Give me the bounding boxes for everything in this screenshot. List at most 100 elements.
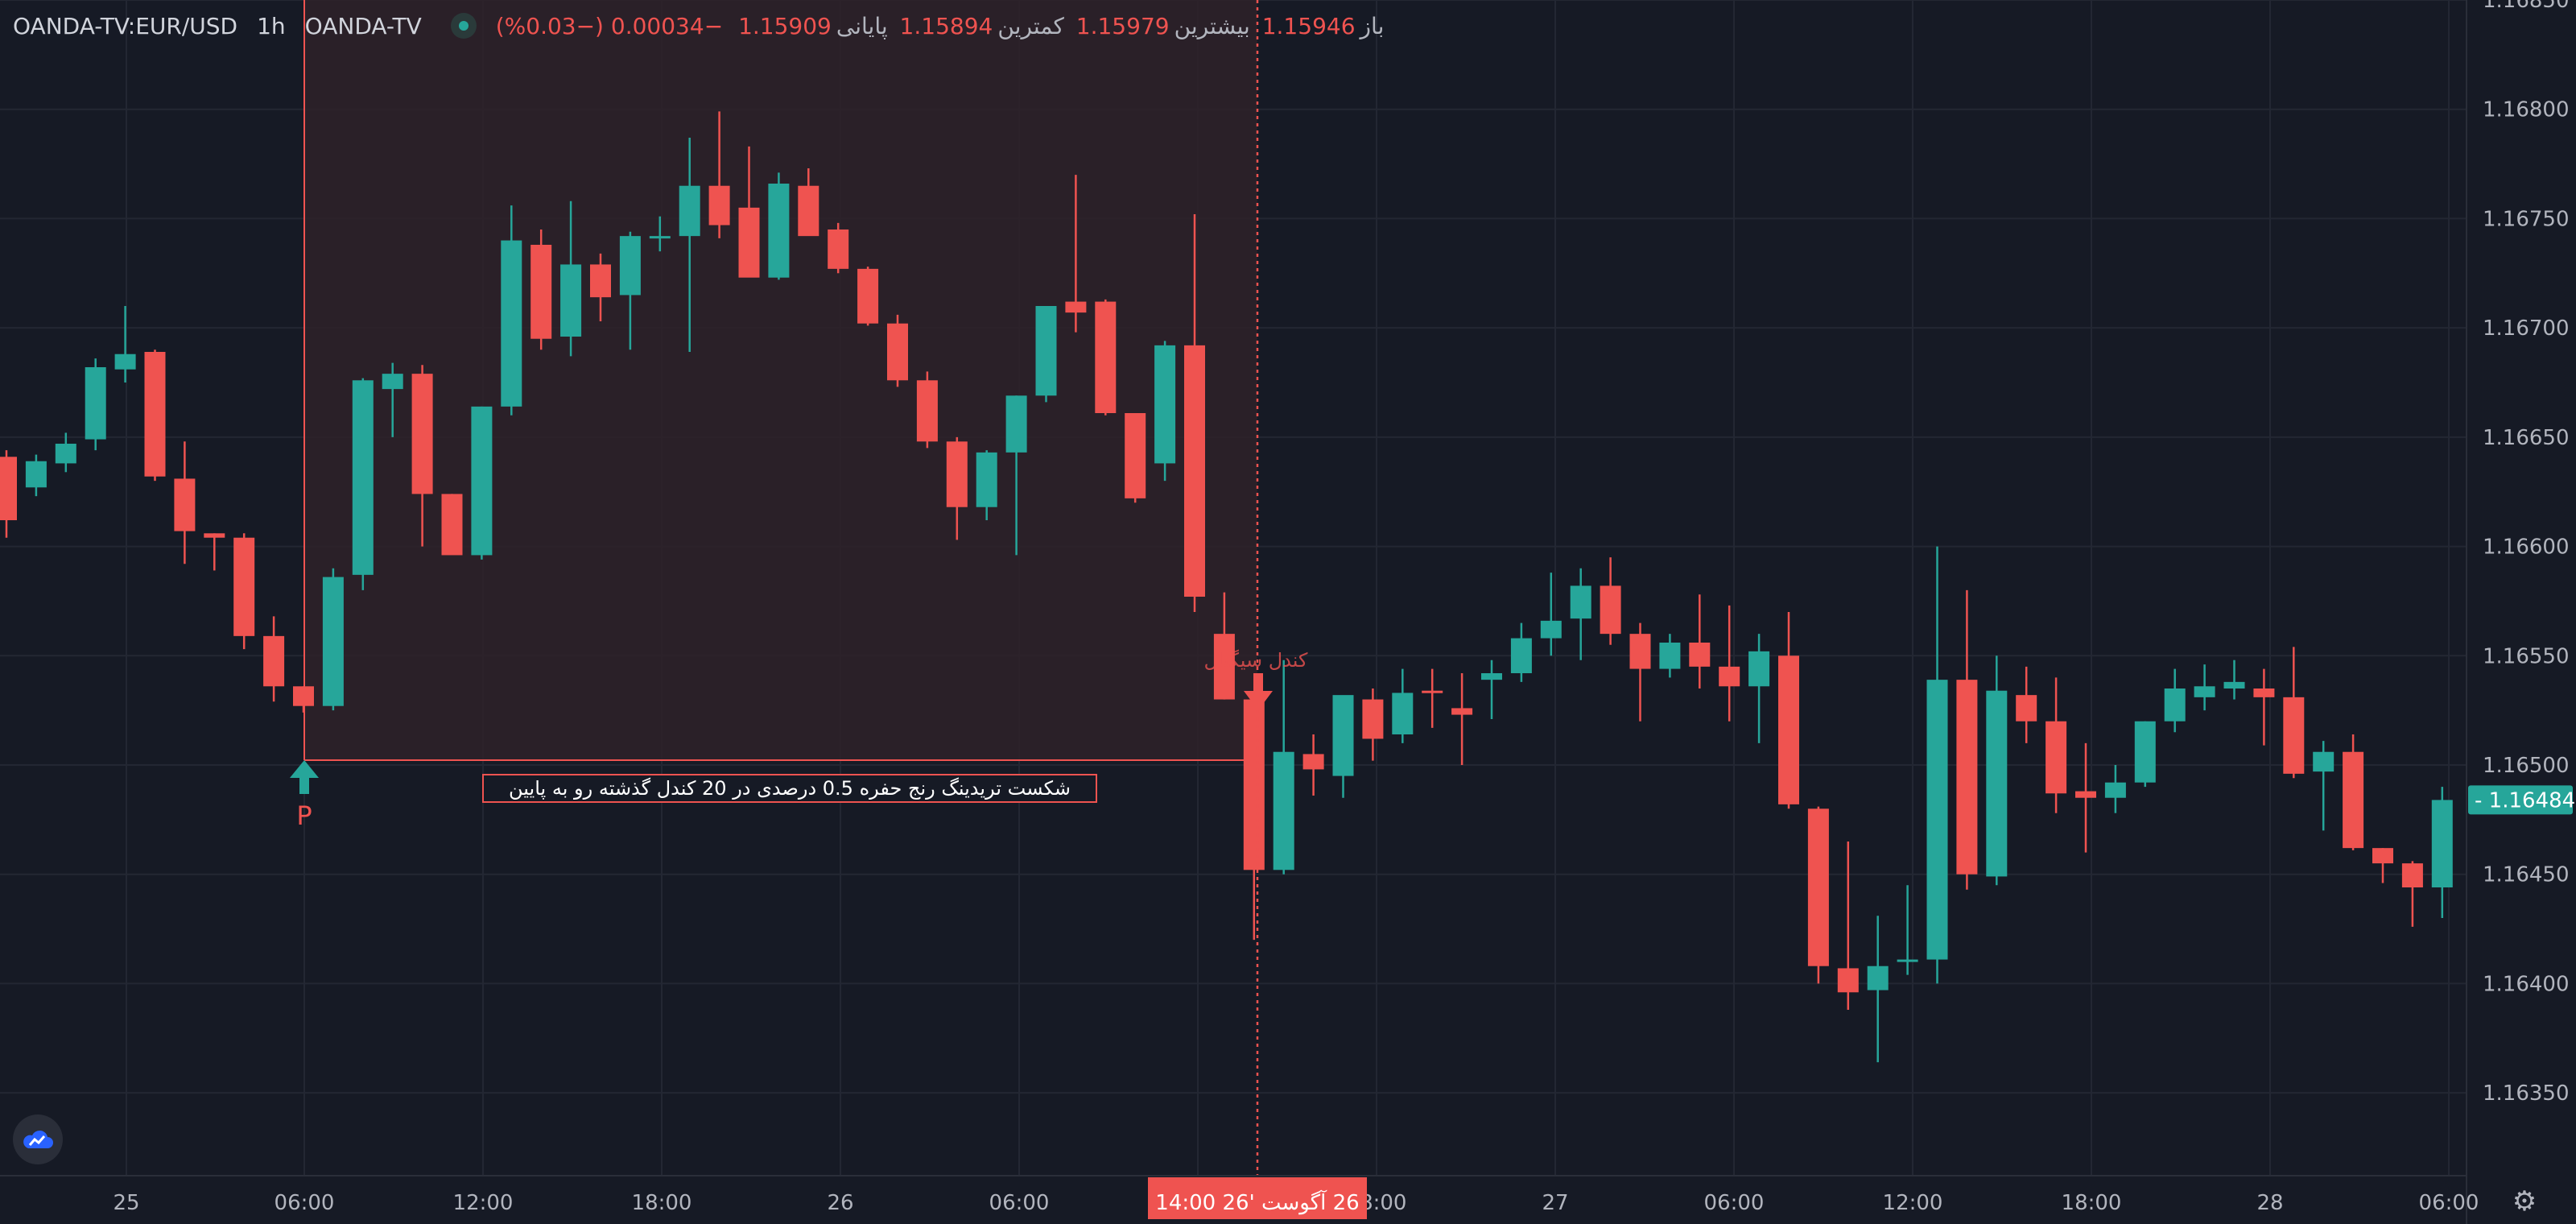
- candle-up: [1986, 690, 2008, 877]
- candle-up: [1510, 638, 1532, 673]
- signal-arrow-stem: [1253, 673, 1263, 691]
- candle-up: [619, 236, 641, 296]
- candle-up: [2164, 688, 2186, 722]
- candle-down: [1778, 655, 1799, 804]
- candle-up: [1659, 643, 1681, 669]
- candle-down: [916, 380, 938, 442]
- timeframe[interactable]: 1h: [257, 12, 286, 39]
- ohlc-values: باز1.15946 بیشترین1.15979 کمترین1.15894 …: [496, 13, 1389, 39]
- candle-down: [1451, 708, 1473, 715]
- low-value: 1.15894: [899, 12, 993, 39]
- close-value: 1.15909: [738, 12, 832, 39]
- high-label: بیشترین: [1174, 12, 1250, 39]
- candle-down: [263, 635, 285, 687]
- candle-up: [1481, 673, 1502, 680]
- time-tick-label: 18:00: [632, 1191, 692, 1215]
- candle-down: [174, 478, 196, 531]
- data-source: OANDA-TV: [304, 12, 422, 39]
- last-price-tag: [2468, 785, 2573, 815]
- candle-down: [1362, 699, 1384, 739]
- time-tick-label: 06:00: [989, 1191, 1050, 1215]
- candle-down: [2016, 695, 2037, 722]
- candle-down: [411, 374, 433, 494]
- candle-up: [55, 444, 76, 464]
- p-marker-up-arrow-icon: [290, 760, 319, 778]
- candle-up: [1926, 680, 1948, 960]
- candle-up: [1540, 620, 1562, 639]
- candle-up: [2223, 681, 2245, 688]
- last-price-label: - 1.16484: [2475, 788, 2575, 813]
- candle-down: [233, 537, 255, 636]
- time-tick-label: 18:00: [2062, 1191, 2122, 1215]
- price-tick-label: 1.16700: [2483, 316, 2570, 341]
- time-tick-label: 12:00: [453, 1191, 514, 1215]
- candle-down: [2343, 751, 2364, 849]
- candle-up: [25, 461, 47, 488]
- candle-down: [1956, 680, 1978, 875]
- chart-legend: OANDA-TV:EUR/USD 1h OANDA-TV باز1.15946 …: [0, 0, 1389, 52]
- candle-down: [1095, 301, 1117, 413]
- candle-up: [85, 367, 106, 440]
- gear-icon[interactable]: ⚙: [2512, 1185, 2537, 1218]
- candle-up: [1897, 959, 1918, 962]
- candle-up: [768, 184, 790, 278]
- time-tick-label: 12:00: [1883, 1191, 1943, 1215]
- candle-down: [1125, 413, 1146, 498]
- candle-up: [560, 264, 582, 337]
- signal-down-arrow-icon: [1244, 691, 1273, 710]
- candle-down: [1837, 968, 1859, 993]
- candle-up: [2313, 751, 2334, 772]
- cloud-icon: [23, 1130, 53, 1148]
- time-tick-label: 27: [1542, 1191, 1568, 1215]
- candle-up: [1570, 585, 1591, 619]
- candle-down: [2046, 721, 2067, 794]
- candle-down: [2372, 848, 2393, 864]
- candle-down: [738, 207, 760, 278]
- candle-up: [976, 452, 997, 507]
- candle-down: [2253, 688, 2275, 697]
- candle-down: [1213, 634, 1235, 700]
- price-tick-label: 1.16650: [2483, 426, 2570, 450]
- candle-down: [530, 245, 552, 339]
- candle-up: [352, 380, 374, 575]
- candle-up: [1332, 695, 1354, 776]
- candle-up: [2134, 721, 2156, 783]
- candle-down: [144, 352, 166, 477]
- candle-up: [1005, 395, 1027, 453]
- tradingview-cloud-icon[interactable]: [13, 1114, 63, 1164]
- time-tick-label: 06:00: [2419, 1191, 2479, 1215]
- price-tick-label: 1.16400: [2483, 972, 2570, 996]
- high-value: 1.15979: [1075, 12, 1170, 39]
- price-tick-label: 1.16350: [2483, 1081, 2570, 1106]
- candle-down: [798, 185, 819, 237]
- candle-down: [2075, 791, 2096, 798]
- p-marker-label: P: [296, 800, 312, 831]
- candle-down: [946, 441, 968, 507]
- price-tick-label: 1.16600: [2483, 536, 2570, 560]
- candle-up: [322, 577, 344, 706]
- candle-down: [1184, 345, 1205, 597]
- candle-down: [1302, 754, 1324, 770]
- price-tick-label: 1.16750: [2483, 207, 2570, 231]
- candle-down: [1600, 585, 1621, 635]
- time-tick-label: 25: [113, 1191, 139, 1215]
- time-tick-label: 28: [2256, 1191, 2283, 1215]
- candle-up: [1748, 651, 1770, 687]
- candle-up: [2194, 686, 2215, 697]
- candle-down: [2283, 697, 2305, 774]
- open-label: باز: [1360, 12, 1385, 39]
- candle-down: [441, 494, 463, 556]
- candle-down: [1689, 643, 1711, 667]
- candle-down: [590, 264, 611, 298]
- candle-up: [471, 406, 493, 556]
- candle-up: [114, 354, 136, 370]
- crosshair-time-tag: [1148, 1177, 1367, 1219]
- candle-down: [1629, 634, 1651, 669]
- time-tick-label: 06:00: [275, 1191, 335, 1215]
- candle-up: [1154, 345, 1176, 464]
- open-value: 1.15946: [1261, 12, 1356, 39]
- symbol-name[interactable]: OANDA-TV:EUR/USD: [13, 12, 238, 39]
- candle-up: [382, 374, 403, 390]
